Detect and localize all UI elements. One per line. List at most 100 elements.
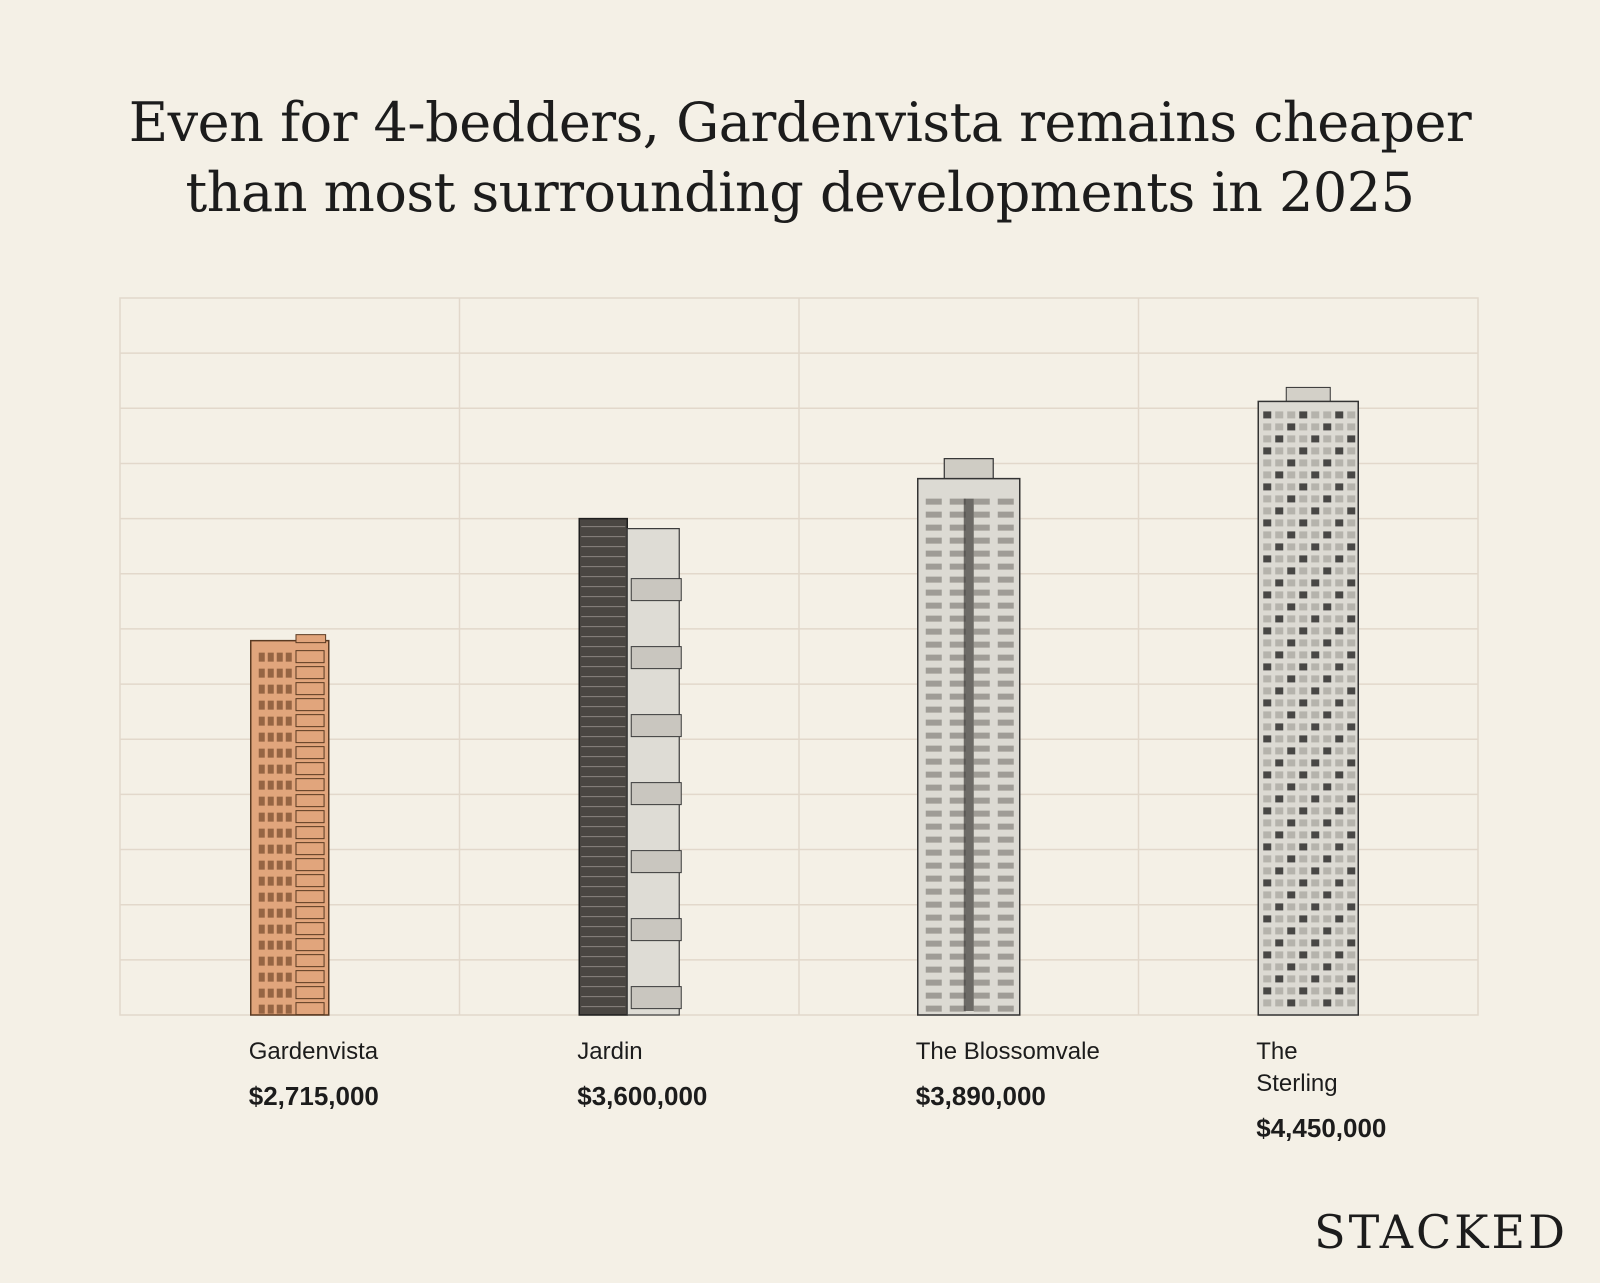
bar-window (1335, 831, 1344, 839)
bar-window (1311, 591, 1320, 599)
bar-window (276, 972, 283, 982)
bar-window (1287, 819, 1296, 827)
bar-window (285, 988, 292, 998)
bar-window (925, 901, 942, 908)
bar-window (1323, 759, 1332, 767)
bar-window (258, 700, 265, 710)
bar-window (276, 684, 283, 694)
bar-window (258, 908, 265, 918)
bar-window (1311, 711, 1320, 719)
bar-window (1275, 627, 1284, 635)
bar-window (1299, 435, 1308, 443)
bar-window (1275, 471, 1284, 479)
bar-window (1275, 675, 1284, 683)
bar-balcony (630, 850, 682, 874)
bar-window (949, 680, 966, 687)
bar-window (1299, 879, 1308, 887)
bar-window (949, 875, 966, 882)
bar-window (1287, 699, 1296, 707)
bar-window (1335, 711, 1344, 719)
chart-title: Even for 4-bedders, Gardenvista remains … (0, 88, 1600, 228)
bar-window (973, 511, 990, 518)
bar-window (1263, 579, 1272, 587)
bar-window (997, 693, 1014, 700)
bar-window (285, 940, 292, 950)
bar-window (949, 563, 966, 570)
bar-window (1287, 867, 1296, 875)
bar-window (258, 684, 265, 694)
bar-window (258, 892, 265, 902)
bar-window (1263, 903, 1272, 911)
bar-window (997, 992, 1014, 999)
bar-window (925, 758, 942, 765)
bar-window (1299, 555, 1308, 563)
bar-window (1263, 783, 1272, 791)
bar-window (1299, 651, 1308, 659)
bar-window (1323, 411, 1332, 419)
bar-window (949, 589, 966, 596)
bar-window (949, 797, 966, 804)
bar-window (1347, 759, 1356, 767)
bar-window (1323, 459, 1332, 467)
bar-window (1263, 495, 1272, 503)
bar-window (997, 654, 1014, 661)
bar-window (973, 537, 990, 544)
bar-window (1347, 939, 1356, 947)
bar-window (276, 940, 283, 950)
bar-window (1299, 915, 1308, 923)
bar-window (973, 992, 990, 999)
bar-window (1311, 915, 1320, 923)
bar-window (1311, 687, 1320, 695)
bar-balcony (295, 810, 325, 824)
value-label-gardenvista: $2,715,000 (248, 1081, 379, 1111)
bar-window (973, 550, 990, 557)
bar-window (1299, 759, 1308, 767)
bar-window (267, 924, 274, 934)
bar-balcony (630, 782, 682, 806)
bar-balcony (630, 918, 682, 942)
bar-window (1299, 783, 1308, 791)
bar-window (949, 966, 966, 973)
bar-window (1287, 567, 1296, 575)
bar-window (1311, 843, 1320, 851)
bar-window (925, 823, 942, 830)
bar-window (1275, 975, 1284, 983)
bar-window (1287, 675, 1296, 683)
bar-window (949, 979, 966, 986)
bar-window (258, 796, 265, 806)
bar-window (1263, 603, 1272, 611)
bar-window (1275, 783, 1284, 791)
bar-window (276, 700, 283, 710)
bar-window (276, 668, 283, 678)
bar-window (1299, 927, 1308, 935)
bar-window (997, 667, 1014, 674)
bar-window (1335, 507, 1344, 515)
bar-window (1323, 627, 1332, 635)
bar-window (1263, 759, 1272, 767)
bar-window (1275, 927, 1284, 935)
bar-window (997, 576, 1014, 583)
bar-window (1323, 879, 1332, 887)
bar-window (1335, 447, 1344, 455)
bar-window (1311, 543, 1320, 551)
chart-title-line-2: than most surrounding developments in 20… (185, 161, 1415, 224)
bar-window (285, 844, 292, 854)
bar-window (1275, 807, 1284, 815)
bar-window (1263, 963, 1272, 971)
bar-window (1347, 603, 1356, 611)
bar-window (1263, 939, 1272, 947)
bar-window (1287, 519, 1296, 527)
bar-window (973, 771, 990, 778)
bar-window (949, 537, 966, 544)
bar-window (949, 524, 966, 531)
bar-window (258, 764, 265, 774)
bar-window (1299, 411, 1308, 419)
bar-window (285, 764, 292, 774)
bar-window (1263, 927, 1272, 935)
bar-gardenvista (250, 634, 330, 1016)
bar-window (258, 876, 265, 886)
bar-window (1311, 447, 1320, 455)
bar-window (285, 876, 292, 886)
bar-window (1311, 459, 1320, 467)
bar-window (267, 796, 274, 806)
